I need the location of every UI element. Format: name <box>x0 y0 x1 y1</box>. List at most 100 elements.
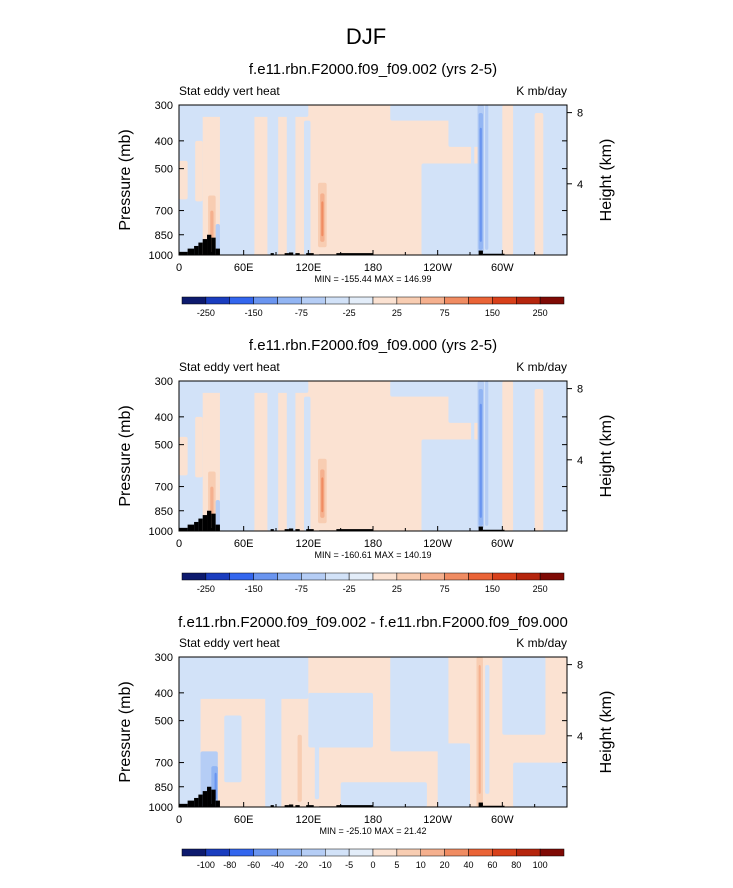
colorbar-box <box>205 296 230 305</box>
field-cell <box>471 105 475 250</box>
colorbar-label: -150 <box>245 584 263 594</box>
topography <box>284 253 289 255</box>
colorbar-box <box>516 572 541 581</box>
field-cell <box>485 665 490 794</box>
topography <box>198 794 203 807</box>
y-tick-label: 850 <box>155 782 173 794</box>
topography <box>288 528 294 531</box>
x-tick-label: 120E <box>295 814 321 826</box>
colorbar-box <box>539 572 565 581</box>
field-cell <box>179 105 309 117</box>
colorbar-box <box>396 848 421 857</box>
variable-label: Stat eddy vert heat <box>179 636 280 650</box>
topography <box>207 786 212 807</box>
field-cell <box>479 403 482 518</box>
x-tick-label: 60E <box>234 814 254 826</box>
topography <box>502 529 505 531</box>
y-axis-label: Pressure (mb) <box>117 129 134 230</box>
topography <box>194 245 199 255</box>
topography <box>284 805 289 807</box>
field-cell <box>482 105 567 255</box>
y-tick-label: 1000 <box>149 250 173 262</box>
topography <box>187 524 195 531</box>
field-cell <box>534 113 544 255</box>
field-cell <box>215 500 220 531</box>
field-cell <box>321 477 324 513</box>
topography <box>198 242 203 255</box>
field-cell <box>267 381 279 531</box>
colorbar-label: -250 <box>197 584 215 594</box>
colorbar-box <box>277 848 302 857</box>
topography <box>270 253 274 255</box>
colorbar-box <box>229 572 254 581</box>
colorbar: -250 -150 -75 -25 25 75 150 250 <box>181 572 565 594</box>
x-tick-label: 60E <box>234 262 254 274</box>
colorbar-label: 5 <box>394 860 399 870</box>
colorbar-box <box>253 572 278 581</box>
colorbar-box <box>301 848 326 857</box>
topography <box>202 239 208 255</box>
colorbar-box <box>325 848 350 857</box>
topography <box>194 797 199 807</box>
colorbar-box <box>372 296 398 305</box>
units-label: K mb/day <box>516 636 567 650</box>
colorbar-box <box>396 296 421 305</box>
colorbar-box <box>205 848 230 857</box>
colorbar-box <box>325 296 350 305</box>
topography <box>478 802 483 807</box>
field-cell <box>286 381 296 531</box>
topography <box>215 524 220 531</box>
y-tick-label: 400 <box>155 688 173 700</box>
colorbar-box <box>277 296 302 305</box>
topography <box>284 529 289 531</box>
x-tick-label: 120E <box>295 538 321 550</box>
y-tick-label: 700 <box>155 206 173 218</box>
field-cell <box>478 665 481 794</box>
y-tick-label: 1000 <box>149 526 173 538</box>
x-tick-label: 60W <box>491 538 514 550</box>
colorbar-box <box>492 296 517 305</box>
topography <box>482 253 503 255</box>
topography <box>187 248 195 255</box>
colorbar-box <box>492 572 517 581</box>
y-tick-label: 300 <box>155 652 173 664</box>
colorbar-box <box>301 296 326 305</box>
colorbar: -250 -150 -75 -25 25 75 150 250 <box>181 296 565 318</box>
topography <box>478 526 483 531</box>
topography <box>336 529 373 531</box>
topography <box>179 527 188 531</box>
colorbar-box <box>181 848 207 857</box>
field-cell <box>485 105 489 250</box>
y-tick-label: 500 <box>155 440 173 452</box>
colorbar: -100 -80 -60 -40 -20 -10 -5 0 5 10 20 40 60 80 100 <box>181 848 565 870</box>
colorbar-label: 20 <box>440 860 450 870</box>
y-axis-label: Pressure (mb) <box>117 405 134 506</box>
colorbar-label: -5 <box>345 860 353 870</box>
y-tick-label: 850 <box>155 506 173 518</box>
colorbar-box <box>516 296 541 305</box>
units-label: K mb/day <box>516 360 567 374</box>
colorbar-label: 75 <box>440 584 450 594</box>
colorbar-box <box>205 572 230 581</box>
colorbar-box <box>444 296 469 305</box>
x-tick-label: 60E <box>234 538 254 550</box>
min-max-stats: MIN = -160.61 MAX = 140.19 <box>314 550 431 560</box>
colorbar-box <box>229 848 254 857</box>
colorbar-box <box>468 572 493 581</box>
colorbar-box <box>468 848 493 857</box>
y-tick-label: 500 <box>155 716 173 728</box>
x-tick-label: 60W <box>491 814 514 826</box>
field-cell <box>421 439 483 531</box>
colorbar-box <box>181 572 207 581</box>
y-tick-label: 500 <box>155 164 173 176</box>
topography <box>288 804 294 807</box>
units-label: K mb/day <box>516 84 567 98</box>
topography <box>295 529 300 531</box>
field-cell <box>321 201 324 237</box>
min-max-stats: MIN = -25.10 MAX = 21.42 <box>319 826 426 836</box>
field-cell <box>286 105 296 255</box>
field-cell <box>485 381 489 526</box>
colorbar-label: 40 <box>463 860 473 870</box>
colorbar-box <box>516 848 541 857</box>
topography <box>187 800 195 807</box>
